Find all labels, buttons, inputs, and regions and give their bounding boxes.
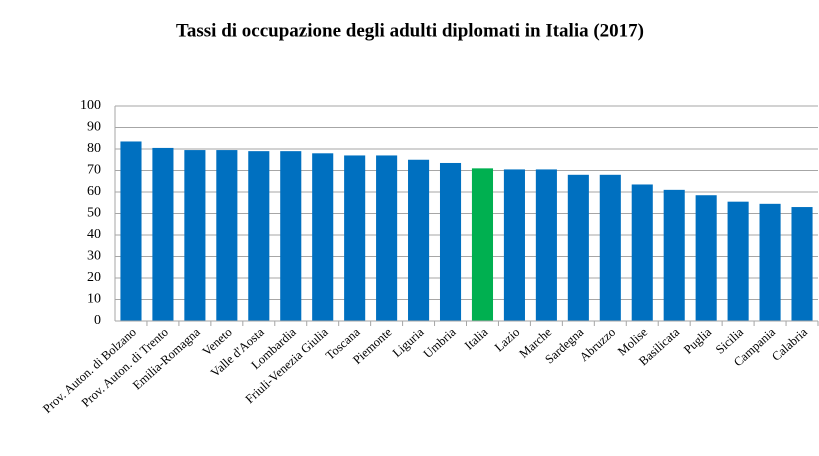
y-tick-label: 50 (87, 206, 101, 221)
y-tick-label: 60 (87, 184, 101, 199)
x-tick-label: Italia (462, 325, 491, 353)
bar (567, 174, 589, 321)
bar (503, 169, 525, 321)
bar (344, 155, 366, 321)
bar (184, 150, 206, 321)
chart-title: Tassi di occupazione degli adulti diplom… (176, 20, 644, 41)
bar (439, 162, 462, 321)
y-tick-label: 10 (87, 292, 101, 307)
x-tick-label: Liguria (390, 325, 427, 360)
bar (727, 201, 749, 321)
y-tick-label: 90 (87, 120, 101, 135)
bar (759, 203, 781, 321)
bar (216, 150, 238, 321)
y-tick-label: 80 (87, 141, 101, 156)
bar (535, 169, 557, 321)
bar (408, 159, 430, 321)
bar (695, 195, 717, 321)
bar (248, 151, 270, 321)
y-tick-label: 0 (94, 313, 101, 328)
y-tick-label: 30 (87, 249, 101, 264)
bar (312, 153, 334, 321)
x-tick-label: Puglia (681, 325, 714, 357)
bar (631, 184, 653, 321)
y-tick-label: 40 (87, 227, 101, 242)
bar (663, 189, 685, 321)
bar (599, 174, 621, 321)
y-tick-label: 20 (87, 270, 101, 285)
bar (152, 147, 174, 321)
bar (471, 168, 494, 321)
bar (376, 155, 398, 321)
bar (791, 207, 813, 321)
y-tick-label: 100 (80, 98, 101, 113)
x-tick-label: Umbria (421, 325, 459, 361)
x-tick-label: Calabria (769, 325, 810, 364)
bar (120, 141, 142, 321)
y-tick-label: 70 (87, 163, 101, 178)
x-tick-label: Abruzzo (577, 325, 618, 364)
bar (280, 151, 302, 321)
